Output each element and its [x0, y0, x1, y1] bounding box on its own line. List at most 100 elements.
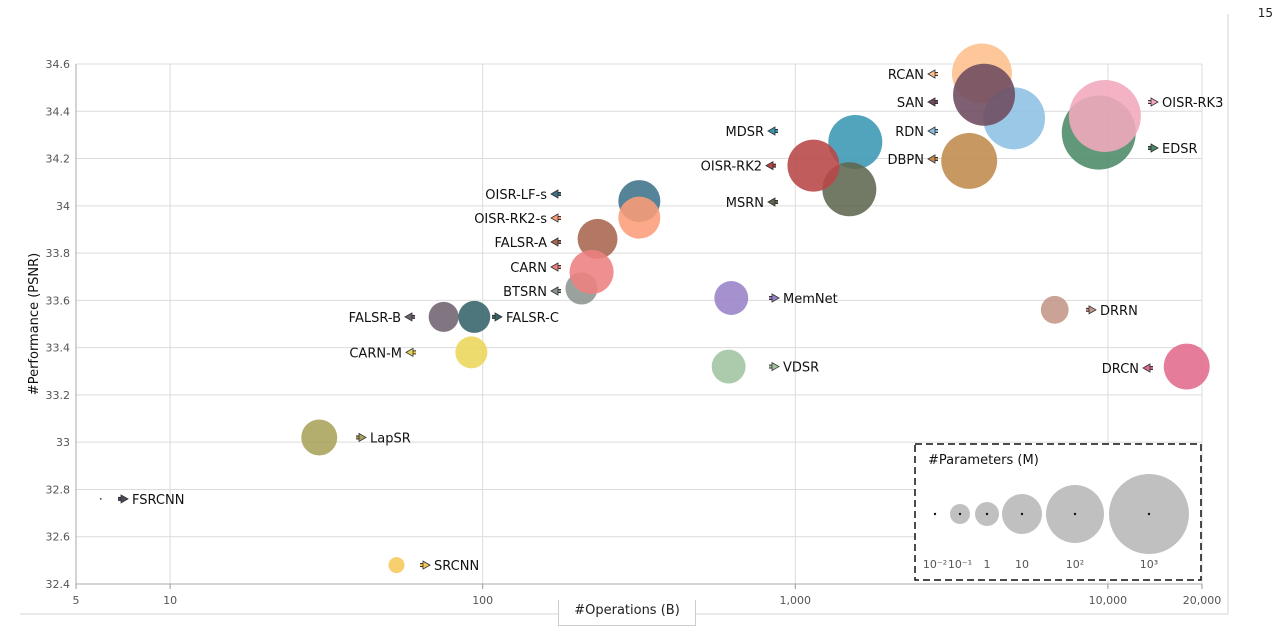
- legend-bubble-center: [1147, 512, 1151, 516]
- point-label: CARN-M: [349, 346, 402, 361]
- arrow-head: [1142, 363, 1151, 373]
- size-legend-title: #Parameters (M): [928, 453, 1039, 468]
- y-axis-title: #Performance (PSNR): [27, 253, 42, 395]
- point-label: MSRN: [726, 196, 764, 211]
- legend-bubble-center: [1020, 512, 1024, 516]
- arrow-head: [767, 197, 776, 207]
- legend-size-label: 10⁻¹: [948, 558, 972, 571]
- y-tick-label: 32.6: [46, 531, 71, 544]
- arrow-head: [422, 560, 431, 570]
- arrow-head: [771, 293, 780, 303]
- arrow-head: [358, 432, 367, 443]
- arrow-head: [927, 154, 936, 164]
- bubble-drcn: [1163, 343, 1210, 390]
- bubble-oisr-rk2: [787, 139, 840, 192]
- bubble-lapsr: [301, 419, 338, 456]
- bubble-drrn: [1040, 295, 1069, 324]
- point-label: FALSR-A: [495, 236, 548, 251]
- bubble-falsr-c: [458, 300, 491, 333]
- arrow-head: [494, 312, 503, 322]
- x-tick-label: 100: [472, 594, 493, 607]
- legend-bubble-center: [958, 512, 962, 516]
- point-label: MDSR: [725, 125, 764, 140]
- arrow-head: [1088, 305, 1097, 315]
- point-label: DRRN: [1100, 304, 1138, 319]
- bubble-san: [953, 63, 1016, 126]
- point-label: OISR-LF-s: [485, 188, 547, 203]
- x-tick-label: 10: [163, 594, 177, 607]
- point-label: RCAN: [888, 68, 924, 83]
- x-axis-title: #Operations (B): [558, 600, 696, 626]
- x-tick-label: 10,000: [1089, 594, 1128, 607]
- legend-size-label: 10: [1015, 558, 1029, 571]
- legend-size-label: 1: [984, 558, 991, 571]
- legend-bubble-center: [985, 512, 989, 516]
- point-label: OISR-RK2: [701, 160, 762, 175]
- y-tick-label: 33.6: [46, 294, 71, 307]
- arrow-head: [765, 160, 774, 171]
- point-label: FALSR-B: [349, 311, 401, 326]
- point-label: OISR-RK2-s: [474, 212, 547, 227]
- arrow-head: [927, 97, 936, 107]
- point-label: OISR-RK3: [1162, 96, 1223, 111]
- legend-bubble-center: [933, 512, 937, 516]
- point-label: CARN: [510, 261, 547, 276]
- point-label: VDSR: [783, 361, 819, 376]
- y-tick-label: 32.8: [46, 483, 71, 496]
- point-label: FSRCNN: [132, 493, 184, 508]
- bubble-fsrcnn: [99, 497, 102, 500]
- arrow-head: [550, 286, 559, 296]
- point-label: SRCNN: [434, 559, 479, 574]
- point-label: DRCN: [1102, 362, 1139, 377]
- legend-size-label: 10²: [1066, 558, 1084, 571]
- arrow-head: [120, 494, 129, 504]
- arrow-head: [550, 262, 559, 272]
- point-label: DBPN: [888, 153, 925, 168]
- point-label: MemNet: [783, 292, 838, 307]
- legend-bubble-center: [1073, 512, 1077, 516]
- bubble-carn: [569, 249, 614, 295]
- arrow-head: [550, 237, 559, 247]
- bubble-srcnn: [388, 557, 405, 574]
- y-tick-label: 33: [56, 436, 70, 449]
- x-tick-label: 5: [73, 594, 80, 607]
- y-tick-label: 33.2: [46, 389, 71, 402]
- y-tick-label: 34.4: [46, 105, 71, 118]
- bubble-carn-m: [455, 336, 488, 369]
- arrow-head: [550, 213, 559, 223]
- y-tick-label: 33.4: [46, 342, 71, 355]
- y-tick-label: 32.4: [46, 578, 71, 591]
- arrow-head: [1150, 97, 1159, 107]
- page-number: 15: [1257, 6, 1273, 20]
- x-tick-label: 1,000: [780, 594, 812, 607]
- arrow-head: [550, 189, 559, 199]
- y-tick-label: 33.8: [46, 247, 71, 260]
- point-label: EDSR: [1162, 142, 1198, 157]
- point-label: RDN: [895, 125, 924, 140]
- arrow-head: [771, 361, 780, 372]
- bubble-memnet: [714, 281, 749, 315]
- x-tick-label: 20,000: [1183, 594, 1222, 607]
- y-tick-label: 34: [56, 200, 70, 213]
- y-tick-label: 34.6: [46, 58, 71, 71]
- point-label: SAN: [897, 96, 924, 111]
- bubble-dbpn: [941, 132, 998, 189]
- legend-size-label: 10⁻²: [923, 558, 947, 571]
- bubble-falsr-b: [428, 301, 459, 332]
- arrow-head: [1150, 143, 1159, 153]
- point-label: LapSR: [370, 431, 411, 446]
- arrow-head: [927, 126, 936, 136]
- arrow-head: [927, 69, 936, 79]
- y-tick-label: 34.2: [46, 153, 71, 166]
- point-label: FALSR-C: [506, 311, 559, 326]
- arrow-head: [405, 347, 414, 358]
- legend-size-label: 10³: [1140, 558, 1158, 571]
- bubble-falsr-a: [577, 218, 618, 259]
- bubble-vdsr: [711, 349, 746, 384]
- point-label: BTSRN: [503, 285, 547, 300]
- bubble-oisr-rk3: [1068, 80, 1141, 152]
- bubble-oisr-rk2-s: [618, 196, 661, 239]
- arrow-head: [767, 126, 776, 136]
- arrow-head: [404, 312, 413, 322]
